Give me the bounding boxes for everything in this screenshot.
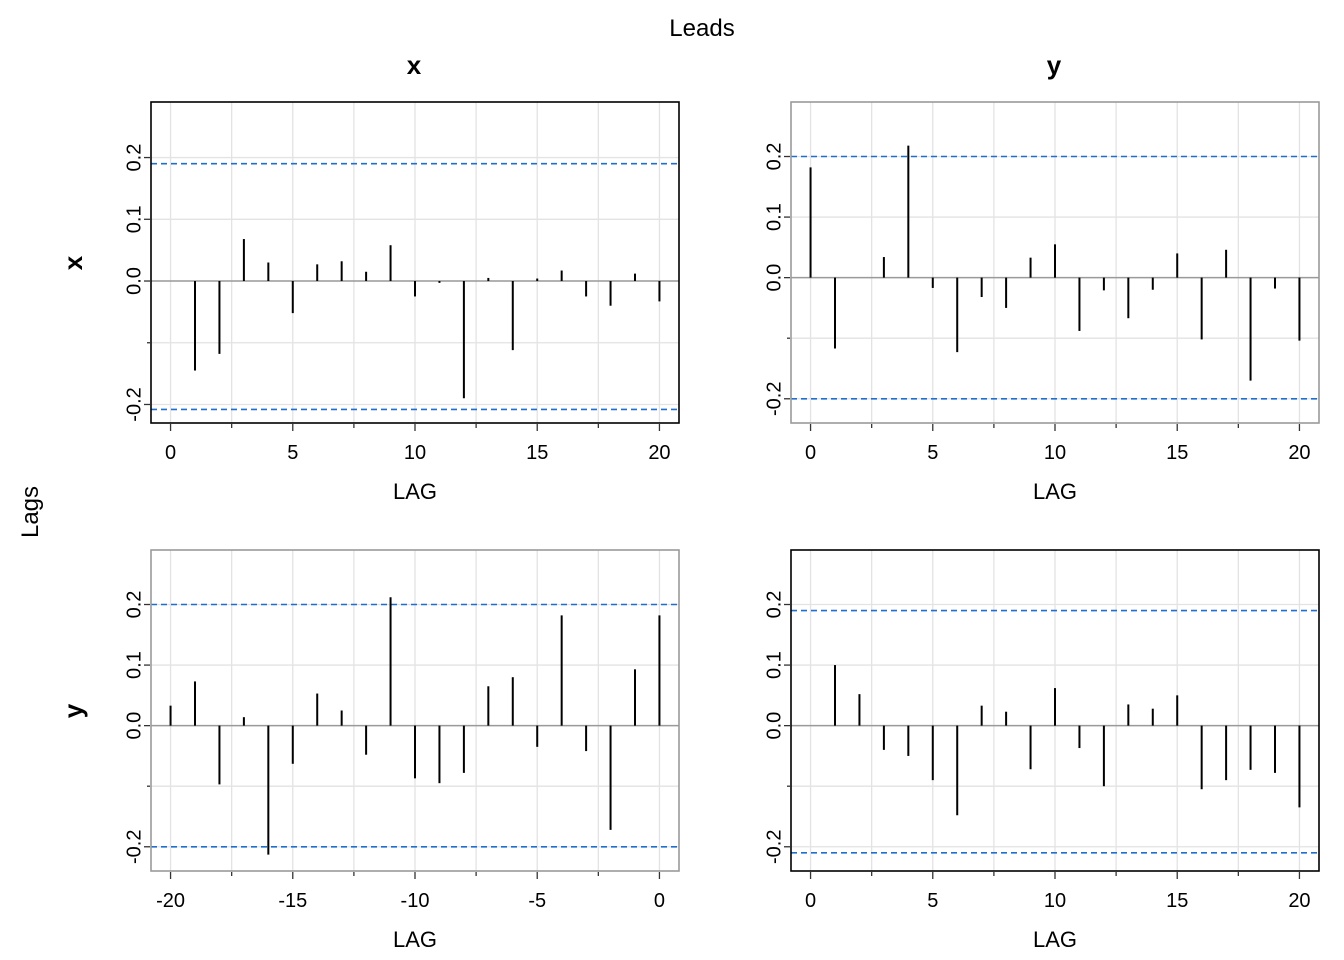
y-tick-label: 0.1 — [123, 651, 145, 679]
panel-y-y: 0 5 10 15 20 LAG -0.2 0.0 0.1 0.2 — [763, 549, 1320, 952]
leads-label: Leads — [669, 15, 734, 42]
panel-frame — [790, 549, 1320, 872]
y-tick-label: 0.0 — [763, 264, 785, 292]
x-tick-label: -15 — [278, 890, 307, 912]
y-tick-label: 0.0 — [123, 267, 145, 295]
x-axis-label: LAG — [1033, 479, 1077, 504]
col-header-y: y — [1047, 50, 1062, 80]
x-tick-label: 10 — [1044, 890, 1066, 912]
y-tick-label: 0.1 — [123, 205, 145, 233]
y-tick-label: -0.2 — [123, 387, 145, 421]
x-tick-label: -10 — [401, 890, 430, 912]
col-header-x: x — [407, 50, 422, 80]
x-tick-label: 0 — [654, 890, 665, 912]
x-tick-label: 20 — [1288, 890, 1310, 912]
x-tick-label: -20 — [156, 890, 185, 912]
x-tick-label: 15 — [1166, 890, 1188, 912]
lags-label: Lags — [17, 486, 44, 538]
x-tick-label: 10 — [404, 442, 426, 464]
x-tick-label: 10 — [1044, 442, 1066, 464]
x-tick-label: 0 — [805, 890, 816, 912]
y-tick-label: -0.2 — [763, 382, 785, 416]
y-tick-label: 0.2 — [763, 143, 785, 171]
y-tick-label: 0.1 — [763, 203, 785, 231]
y-tick-label: 0.0 — [763, 712, 785, 740]
x-tick-label: 15 — [526, 442, 548, 464]
y-tick-label: 0.2 — [123, 591, 145, 619]
panel-y-x: -20 -15 -10 -5 0 LAG -0.2 0.0 0.1 0.2 — [123, 549, 680, 952]
row-header-x: x — [58, 255, 88, 270]
x-tick-label: 15 — [1166, 442, 1188, 464]
x-axis-label: LAG — [1033, 927, 1077, 952]
y-tick-label: -0.2 — [763, 830, 785, 864]
y-tick-label: 0.2 — [123, 144, 145, 172]
panel-frame — [150, 101, 680, 424]
x-axis-label: LAG — [393, 927, 437, 952]
y-tick-label: 0.2 — [763, 591, 785, 619]
panel-x-y: 0 5 10 15 20 LAG -0.2 0.0 0.1 0.2 — [763, 101, 1320, 504]
y-tick-label: 0.1 — [763, 651, 785, 679]
x-tick-label: 0 — [805, 442, 816, 464]
y-tick-label: 0.0 — [123, 712, 145, 740]
x-tick-label: -5 — [528, 890, 546, 912]
x-tick-label: 20 — [648, 442, 670, 464]
x-tick-label: 5 — [287, 442, 298, 464]
x-tick-label: 5 — [927, 442, 938, 464]
x-tick-label: 0 — [165, 442, 176, 464]
panel-frame — [790, 101, 1320, 424]
x-tick-label: 5 — [927, 890, 938, 912]
x-axis-label: LAG — [393, 479, 437, 504]
y-tick-label: -0.2 — [123, 830, 145, 864]
row-header-y: y — [58, 703, 88, 718]
panel-x-x: 0 5 10 15 20 LAG -0.2 0.0 0.1 0.2 — [123, 101, 680, 504]
panel-frame — [150, 549, 680, 872]
x-tick-label: 20 — [1288, 442, 1310, 464]
